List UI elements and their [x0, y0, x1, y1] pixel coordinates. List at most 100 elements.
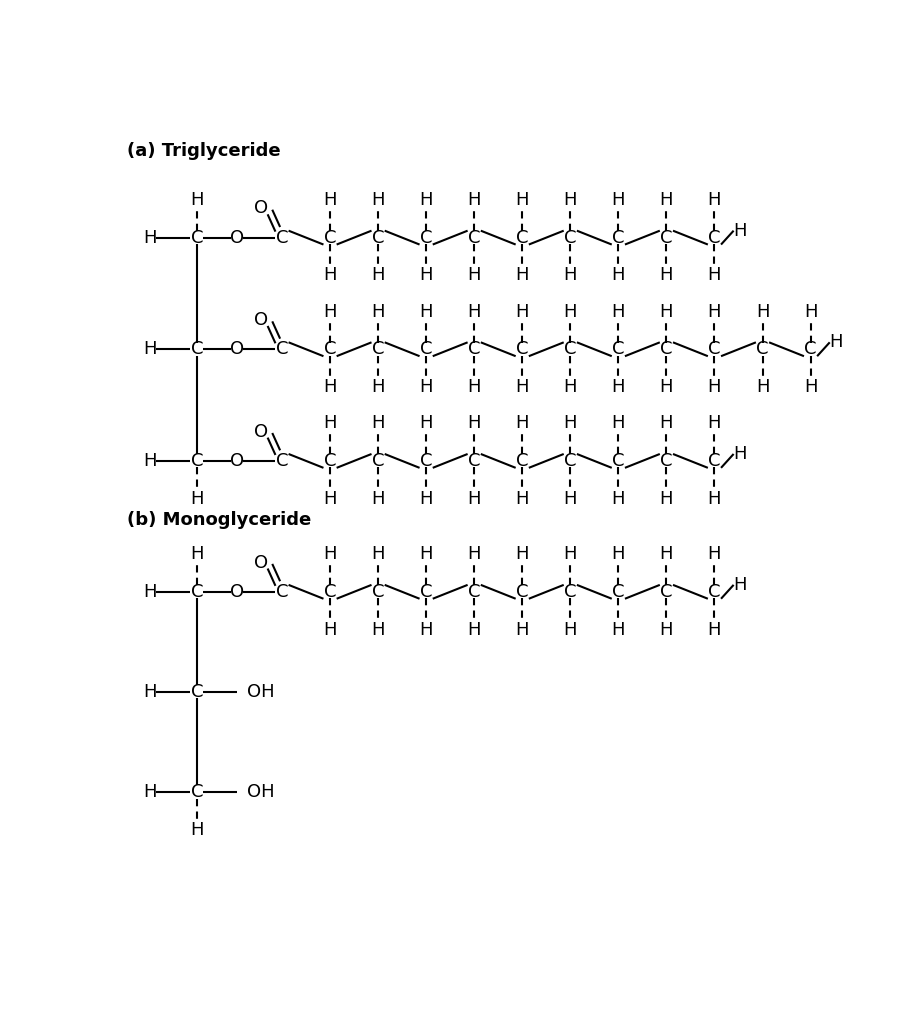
Text: H: H [419, 190, 433, 209]
Text: OH: OH [247, 783, 275, 801]
Text: C: C [468, 583, 481, 601]
Text: C: C [708, 228, 721, 247]
Text: H: H [323, 545, 337, 563]
Text: C: C [420, 583, 432, 601]
Text: H: H [708, 378, 721, 396]
Text: H: H [612, 489, 625, 508]
Text: C: C [276, 452, 288, 470]
Text: O: O [254, 311, 269, 329]
Text: C: C [372, 228, 384, 247]
Text: C: C [190, 452, 203, 470]
Text: H: H [371, 378, 385, 396]
Text: C: C [190, 228, 203, 247]
Text: C: C [324, 340, 336, 358]
Text: H: H [371, 621, 385, 639]
Text: H: H [516, 190, 529, 209]
Text: H: H [612, 621, 625, 639]
Text: (b) Monoglyceride: (b) Monoglyceride [127, 511, 311, 529]
Text: H: H [467, 414, 481, 432]
Text: H: H [190, 545, 203, 563]
Text: H: H [516, 414, 529, 432]
Text: H: H [612, 302, 625, 321]
Text: H: H [734, 575, 747, 594]
Text: H: H [612, 414, 625, 432]
Text: C: C [276, 340, 288, 358]
Text: C: C [190, 683, 203, 700]
Text: H: H [612, 190, 625, 209]
Text: H: H [734, 221, 747, 240]
Text: C: C [468, 340, 481, 358]
Text: O: O [230, 340, 244, 358]
Text: H: H [708, 414, 721, 432]
Text: H: H [143, 683, 157, 700]
Text: H: H [564, 302, 577, 321]
Text: H: H [660, 545, 673, 563]
Text: H: H [804, 378, 817, 396]
Text: H: H [660, 302, 673, 321]
Text: H: H [516, 378, 529, 396]
Text: H: H [564, 266, 577, 285]
Text: C: C [612, 452, 625, 470]
Text: H: H [467, 190, 481, 209]
Text: H: H [419, 378, 433, 396]
Text: C: C [660, 583, 673, 601]
Text: O: O [254, 423, 269, 440]
Text: H: H [323, 621, 337, 639]
Text: C: C [420, 452, 432, 470]
Text: H: H [467, 621, 481, 639]
Text: H: H [516, 266, 529, 285]
Text: C: C [516, 583, 529, 601]
Text: C: C [516, 340, 529, 358]
Text: H: H [323, 266, 337, 285]
Text: H: H [467, 302, 481, 321]
Text: H: H [756, 378, 769, 396]
Text: C: C [612, 583, 625, 601]
Text: H: H [660, 414, 673, 432]
Text: H: H [323, 489, 337, 508]
Text: O: O [230, 583, 244, 601]
Text: H: H [660, 489, 673, 508]
Text: C: C [468, 228, 481, 247]
Text: C: C [420, 228, 432, 247]
Text: O: O [254, 200, 269, 217]
Text: C: C [190, 340, 203, 358]
Text: H: H [467, 545, 481, 563]
Text: C: C [660, 340, 673, 358]
Text: H: H [708, 190, 721, 209]
Text: H: H [830, 334, 843, 351]
Text: H: H [756, 302, 769, 321]
Text: C: C [708, 340, 721, 358]
Text: C: C [564, 583, 577, 601]
Text: C: C [420, 340, 432, 358]
Text: C: C [660, 228, 673, 247]
Text: C: C [276, 228, 288, 247]
Text: C: C [468, 452, 481, 470]
Text: H: H [371, 414, 385, 432]
Text: H: H [190, 821, 203, 839]
Text: H: H [708, 489, 721, 508]
Text: H: H [143, 583, 157, 601]
Text: C: C [324, 583, 336, 601]
Text: C: C [372, 583, 384, 601]
Text: H: H [323, 378, 337, 396]
Text: H: H [660, 266, 673, 285]
Text: H: H [323, 302, 337, 321]
Text: O: O [230, 228, 244, 247]
Text: H: H [371, 302, 385, 321]
Text: C: C [708, 452, 721, 470]
Text: H: H [323, 190, 337, 209]
Text: C: C [564, 452, 577, 470]
Text: H: H [564, 621, 577, 639]
Text: H: H [371, 545, 385, 563]
Text: C: C [756, 340, 769, 358]
Text: H: H [516, 489, 529, 508]
Text: C: C [612, 340, 625, 358]
Text: H: H [323, 414, 337, 432]
Text: H: H [708, 621, 721, 639]
Text: H: H [564, 190, 577, 209]
Text: H: H [516, 302, 529, 321]
Text: H: H [734, 445, 747, 463]
Text: C: C [660, 452, 673, 470]
Text: H: H [190, 190, 203, 209]
Text: H: H [467, 489, 481, 508]
